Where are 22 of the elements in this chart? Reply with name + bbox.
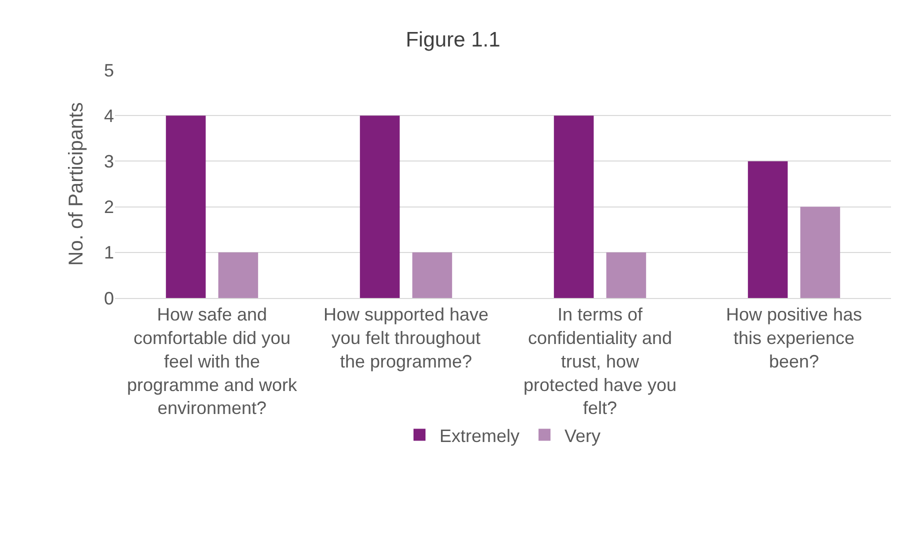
bar xyxy=(218,252,258,298)
y-axis-title: No. of Participants xyxy=(65,102,88,266)
legend-label: Very xyxy=(564,426,601,446)
y-tick-label: 2 xyxy=(104,197,114,218)
bar xyxy=(554,116,594,298)
x-tick-label: How supported have you felt throughout the programme? xyxy=(323,304,489,372)
y-tick-label: 1 xyxy=(104,242,114,263)
legend-label: Extremely xyxy=(440,426,520,446)
bar xyxy=(800,206,840,298)
bar xyxy=(748,161,788,298)
bar xyxy=(412,252,452,298)
y-tick-label: 5 xyxy=(104,60,114,80)
y-tick-label: 4 xyxy=(104,106,114,126)
x-tick-label: How safe and comfortable did you feel with the programme and work environment? xyxy=(126,304,298,418)
bar xyxy=(606,252,646,298)
y-tick-label: 3 xyxy=(104,152,114,172)
chart-title: Figure 1.1 xyxy=(406,28,500,52)
x-tick-label: In terms of confidentiality and trust, how protected have you felt? xyxy=(523,304,677,418)
y-tick-label: 0 xyxy=(104,288,114,308)
x-tick-label: How positive has this experience been? xyxy=(726,304,862,372)
bar xyxy=(360,116,400,298)
bar xyxy=(166,116,206,298)
